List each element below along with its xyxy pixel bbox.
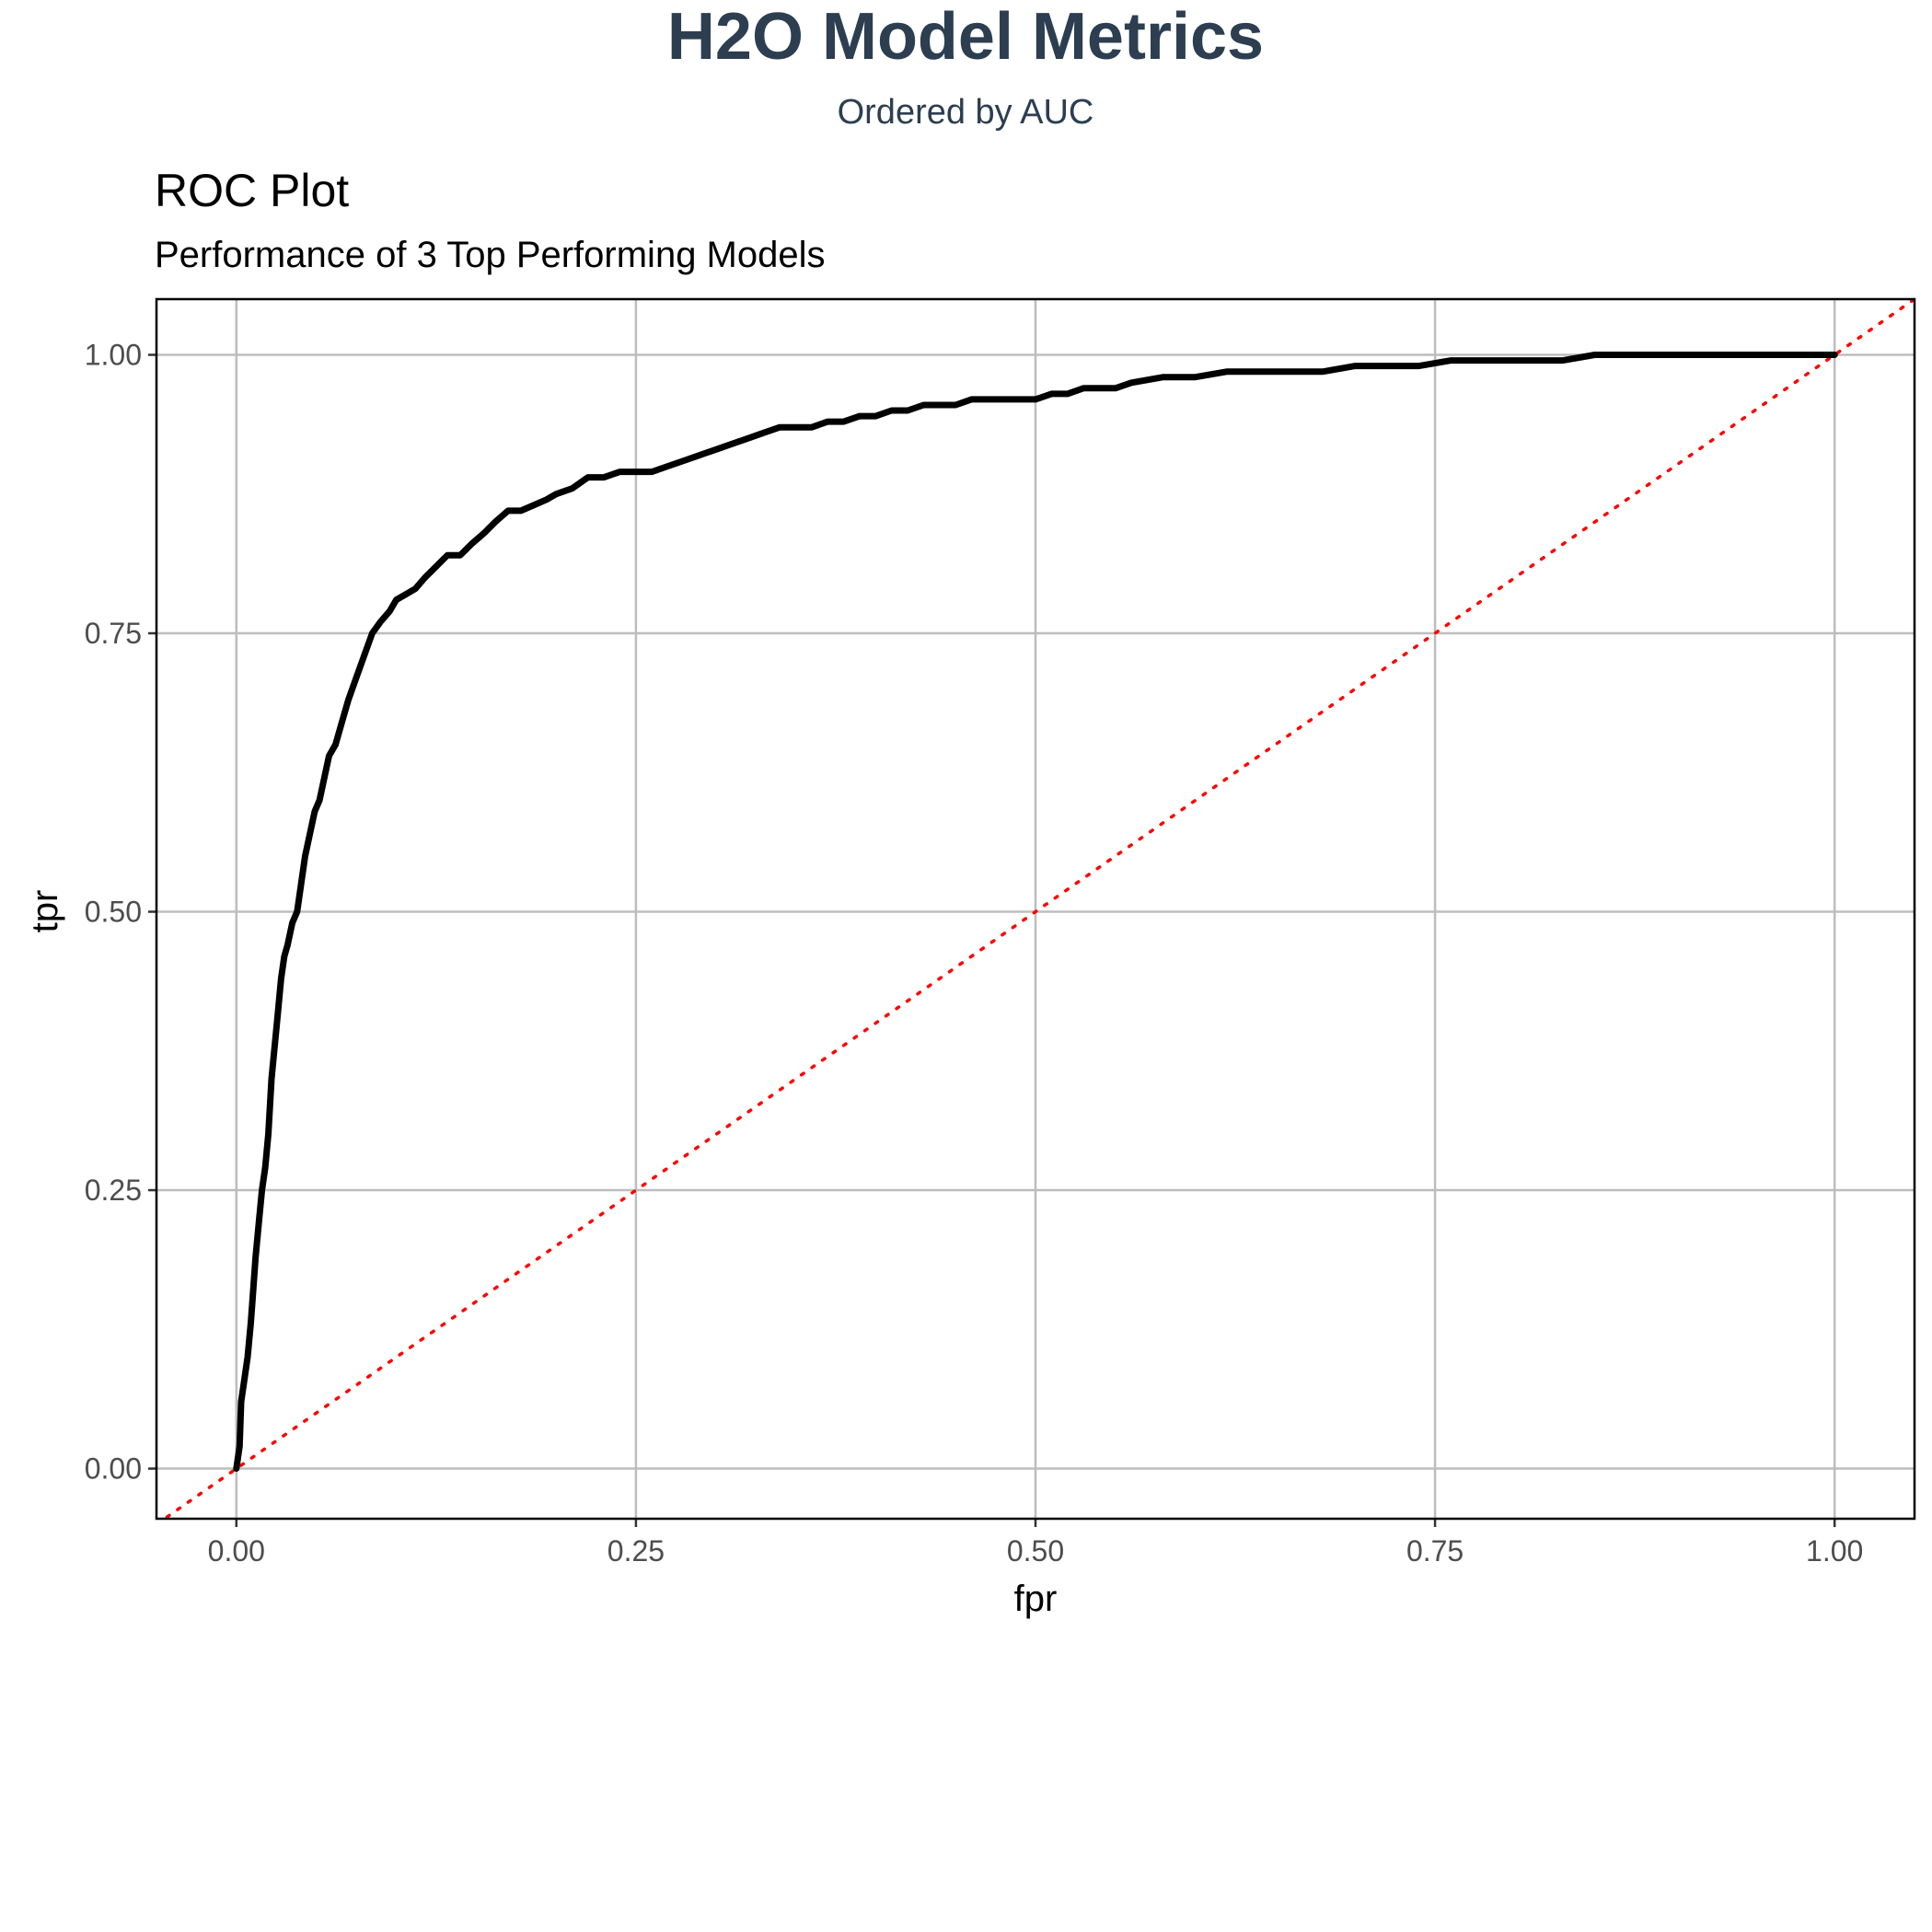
y-tick-label: 1.00 xyxy=(85,339,142,372)
x-tick-label: 0.50 xyxy=(1007,1534,1064,1568)
y-axis-label: tpr xyxy=(25,890,65,933)
y-tick-label: 0.50 xyxy=(85,896,142,929)
chart-subtitle: Performance of 3 Top Performing Models xyxy=(155,235,826,275)
axis-ticks: 0.00 0.25 0.50 0.75 1.00 0.00 0.25 0.50 0.75 1.00 xyxy=(85,339,1864,1568)
grid-lines xyxy=(156,299,1915,1519)
y-tick-label: 0.00 xyxy=(85,1452,142,1486)
y-tick-label: 0.75 xyxy=(85,617,142,650)
x-axis-label: fpr xyxy=(1014,1579,1058,1619)
x-tick-label: 0.75 xyxy=(1406,1534,1463,1568)
x-tick-label: 0.00 xyxy=(208,1534,265,1568)
chart-series xyxy=(161,299,1915,1519)
page-title: H2O Model Metrics xyxy=(667,0,1264,74)
roc-curve xyxy=(233,352,1838,1472)
plot-panel xyxy=(155,297,1916,1521)
x-tick-label: 0.25 xyxy=(607,1534,665,1568)
diagonal-reference-line xyxy=(161,299,1915,1519)
x-tick-label: 1.00 xyxy=(1806,1534,1863,1568)
chart-title: ROC Plot xyxy=(155,165,349,216)
y-tick-label: 0.25 xyxy=(85,1174,142,1207)
page-subtitle: Ordered by AUC xyxy=(838,93,1094,132)
